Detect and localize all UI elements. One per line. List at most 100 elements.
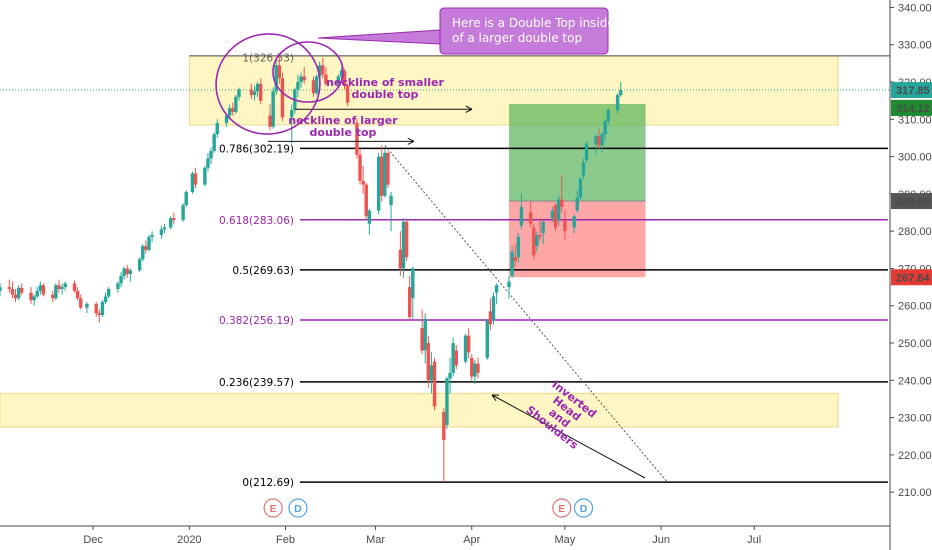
candle-body — [476, 363, 480, 373]
candle-body — [311, 80, 316, 94]
candle-body — [432, 361, 437, 407]
price-tick-label: 330.00 — [898, 40, 932, 52]
fib-top-label: 1(326.53) — [242, 53, 294, 65]
callout-line-1: Here is a Double Top inside — [452, 16, 615, 30]
candle-body — [339, 70, 344, 77]
candle-body — [606, 109, 611, 122]
candle-body — [203, 167, 207, 185]
candle-body — [550, 210, 555, 219]
candle-body — [451, 343, 455, 373]
price-tick-label: 280.00 — [898, 226, 932, 238]
event-badge[interactable] — [573, 498, 594, 518]
candle-body — [20, 287, 24, 293]
trend-line — [384, 145, 668, 483]
candle-body — [193, 173, 198, 185]
candle-body — [125, 268, 129, 275]
price-tick-label: 220.00 — [898, 450, 932, 462]
candle-body — [485, 320, 489, 358]
candle-body — [594, 136, 598, 144]
candle-body — [466, 335, 471, 353]
candle-body — [386, 152, 390, 185]
candle-body — [144, 246, 148, 250]
candle-body — [507, 281, 511, 288]
candle-body — [290, 109, 294, 118]
candle-body — [532, 227, 536, 256]
price-tick-label: 310.00 — [898, 114, 932, 126]
candle-body — [563, 219, 567, 232]
candle-body — [162, 227, 167, 230]
candle-body — [380, 156, 384, 196]
candle-body — [578, 178, 583, 198]
event-badge[interactable] — [263, 498, 283, 518]
zone-rect — [0, 392, 839, 428]
neckline-smaller-label-2: double top — [352, 88, 419, 101]
candle-body — [336, 76, 341, 84]
candle-body — [224, 115, 229, 124]
candle-body — [398, 249, 403, 269]
candle-body — [116, 283, 120, 289]
event-badge-label: E — [558, 503, 565, 515]
event-badge[interactable] — [552, 498, 572, 518]
candle-body — [29, 292, 33, 301]
candle-body — [299, 76, 303, 83]
candle-body — [137, 259, 142, 271]
candle-body — [619, 90, 623, 96]
candle-body — [16, 287, 21, 299]
candle-body — [448, 372, 452, 379]
candle-body — [72, 283, 77, 291]
last-price-tag: 317.85 — [896, 85, 930, 97]
candle-body — [404, 221, 409, 258]
callout-line-2: of a larger double top — [452, 31, 582, 45]
candle-body — [85, 303, 89, 308]
time-tick-label: 2020 — [177, 534, 201, 546]
candle-body — [280, 78, 285, 118]
candle-body — [234, 96, 238, 112]
candle-body — [57, 285, 61, 289]
candle-body — [60, 287, 64, 289]
candle-body — [78, 298, 83, 308]
candle-body — [358, 154, 362, 181]
ihs-arrow — [491, 394, 646, 479]
candle-body — [463, 335, 468, 362]
candle-body — [35, 290, 39, 297]
event-badge[interactable] — [288, 498, 308, 518]
candle-body — [206, 158, 210, 168]
candle-body — [584, 143, 589, 161]
candle-body — [445, 378, 449, 426]
candle-body — [169, 218, 173, 228]
candle-body — [538, 234, 542, 237]
candle-body — [572, 216, 576, 228]
candle-body — [209, 151, 213, 159]
callout-box — [439, 7, 609, 55]
position-target-zone — [509, 103, 646, 202]
candle-body — [212, 134, 216, 152]
time-tick-label: Dec — [83, 534, 103, 546]
candle-body — [361, 180, 365, 185]
candle-body — [324, 74, 328, 84]
candle-body — [529, 212, 533, 224]
candle-body — [575, 197, 579, 211]
candle-body — [581, 162, 586, 176]
candle-body — [147, 236, 151, 250]
event-badge-label: D — [294, 503, 302, 515]
price-tick-label: 250.00 — [898, 338, 932, 350]
target-price-tag-bg — [891, 99, 932, 116]
ihs-arrow-head — [491, 394, 500, 402]
candle-body — [364, 184, 368, 217]
candle-body — [401, 221, 406, 269]
candle-body — [429, 365, 434, 381]
smaller-double-top-circle — [272, 41, 344, 103]
candle-body — [159, 229, 164, 235]
candle-body — [321, 65, 325, 75]
candle-body — [411, 268, 415, 299]
price-tick-label: 340.00 — [898, 2, 932, 14]
candle-body — [249, 89, 254, 96]
candle-body — [122, 268, 126, 276]
candle-body — [426, 343, 431, 381]
callout-pointer — [317, 29, 441, 45]
candle-body — [32, 296, 36, 301]
candle-body — [473, 363, 477, 377]
candle-body — [10, 288, 15, 295]
